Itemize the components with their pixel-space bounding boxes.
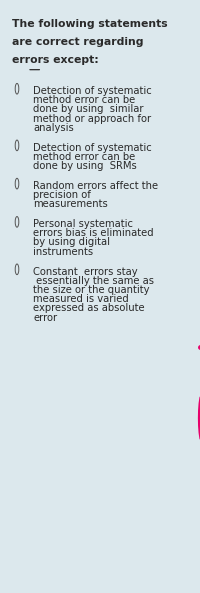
Text: expressed as absolute: expressed as absolute [33, 304, 145, 313]
Text: method or approach for: method or approach for [33, 114, 151, 123]
Text: done by using  similar: done by using similar [33, 104, 144, 114]
Text: method error can be: method error can be [33, 152, 135, 162]
Text: Constant  errors stay: Constant errors stay [33, 267, 138, 276]
Text: are correct regarding: are correct regarding [12, 37, 144, 47]
Text: the size or the quantity: the size or the quantity [33, 285, 150, 295]
Text: by using digital: by using digital [33, 238, 110, 247]
Text: Random errors affect the: Random errors affect the [33, 181, 158, 191]
Text: method error can be: method error can be [33, 95, 135, 105]
Text: essentially the same as: essentially the same as [33, 276, 154, 286]
Text: measured is varied: measured is varied [33, 294, 129, 304]
Text: Detection of systematic: Detection of systematic [33, 143, 152, 152]
Text: Personal systematic: Personal systematic [33, 219, 133, 229]
Text: errors bias is eliminated: errors bias is eliminated [33, 228, 154, 238]
Text: Detection of systematic: Detection of systematic [33, 86, 152, 96]
Text: instruments: instruments [33, 247, 93, 257]
Text: done by using  SRMs: done by using SRMs [33, 161, 137, 171]
Text: analysis: analysis [33, 123, 74, 133]
Text: error: error [33, 313, 57, 323]
Text: measurements: measurements [33, 199, 108, 209]
Text: The following statements: The following statements [12, 19, 168, 29]
Text: precision of: precision of [33, 190, 91, 200]
Text: errors except:: errors except: [12, 55, 99, 65]
